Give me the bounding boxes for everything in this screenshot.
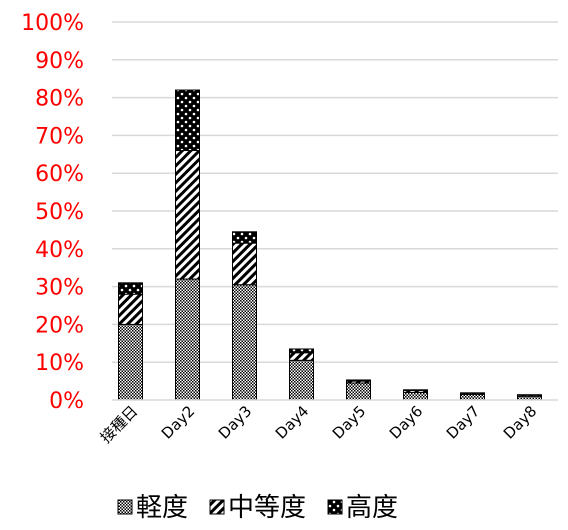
bar-segment (460, 393, 485, 401)
x-tick-label: Day5 (329, 402, 369, 442)
bar-segment (175, 89, 200, 152)
y-tick-label: 0% (49, 389, 84, 414)
legend-label: 高度 (346, 493, 398, 523)
legend: 軽度 中等度 高度 (117, 493, 398, 523)
bar-segment (346, 382, 371, 401)
x-tick-label: Day7 (443, 402, 483, 442)
y-tick-label: 10% (35, 351, 84, 376)
x-tick-label: Day4 (272, 402, 312, 442)
bars (118, 89, 542, 401)
bar-segment (289, 348, 314, 354)
bar-segment (118, 293, 143, 325)
legend-item: 中等度 (209, 493, 306, 523)
legend-item: 軽度 (117, 493, 188, 523)
y-tick-label: 100% (21, 11, 84, 36)
bar-segment (175, 278, 200, 401)
y-tick-label: 70% (35, 124, 84, 149)
bar-segment (289, 359, 314, 401)
y-tick-label: 80% (35, 87, 84, 112)
bar-segment (232, 242, 257, 286)
legend-label: 軽度 (136, 493, 188, 523)
bar-segment (232, 231, 257, 244)
y-tick-label: 40% (35, 238, 84, 263)
x-tick-label: Day8 (500, 402, 540, 442)
x-tick-label: Day6 (386, 402, 426, 442)
bar-segment (118, 282, 143, 295)
bar-segment (346, 379, 371, 382)
bar-segment (118, 323, 143, 401)
x-tick-label: 接種日 (97, 402, 142, 447)
legend-swatch (209, 499, 225, 515)
bar-segment (175, 150, 200, 280)
x-tick-label: Day2 (158, 402, 198, 442)
bar-segment (403, 389, 428, 392)
y-tick-label: 90% (35, 49, 84, 74)
y-tick-label: 50% (35, 200, 84, 225)
bar-segment (232, 284, 257, 401)
legend-item: 高度 (327, 493, 398, 523)
y-axis-ticks: 0% 10% 20% 30% 40% 50% 60% 70% 80% 90% 100% (21, 11, 84, 414)
bar-segment (403, 391, 428, 401)
legend-swatch (117, 499, 133, 515)
legend-label: 中等度 (228, 493, 306, 523)
x-axis-ticks: 接種日 Day2 Day3 Day4 Day5 Day6 Day7 Day8 (97, 402, 541, 447)
y-tick-label: 20% (35, 313, 84, 338)
bar-segment (289, 352, 314, 361)
legend-swatch (327, 499, 343, 515)
y-tick-label: 30% (35, 276, 84, 301)
y-tick-label: 60% (35, 162, 84, 187)
x-tick-label: Day3 (215, 402, 255, 442)
